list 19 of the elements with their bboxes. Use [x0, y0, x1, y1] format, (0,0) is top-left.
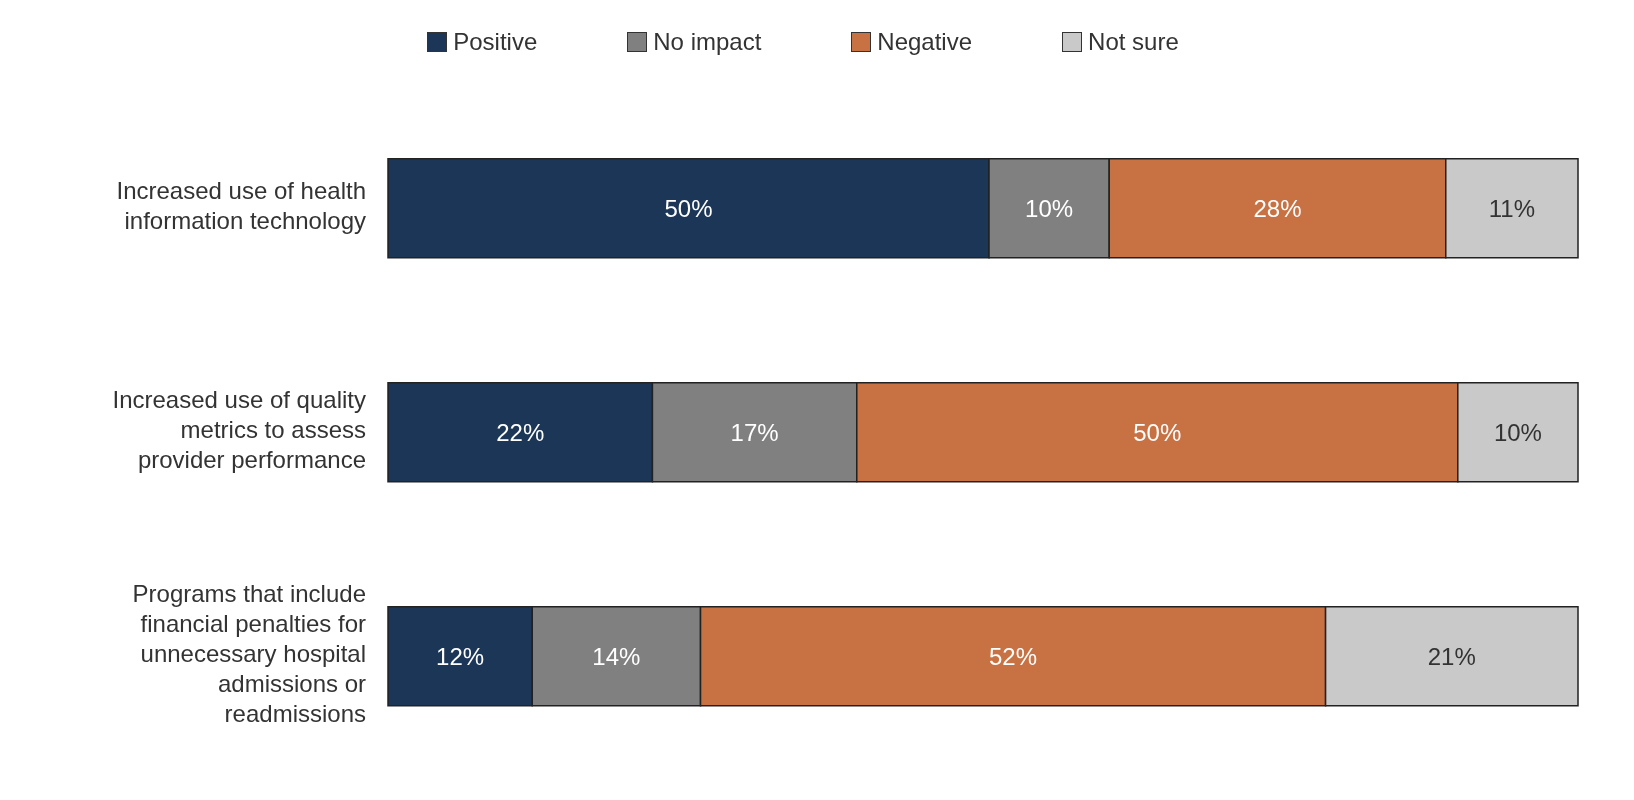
data-label: 10%: [1493, 418, 1542, 446]
data-label: 10%: [1025, 194, 1074, 222]
legend-label: Positive: [452, 28, 538, 56]
data-label: 11%: [1488, 194, 1536, 222]
data-label: 14%: [592, 642, 641, 670]
data-label: 12%: [436, 642, 485, 670]
legend-label: Not sure: [1087, 28, 1179, 56]
data-label: 50%: [1133, 418, 1182, 446]
data-label: 22%: [496, 418, 545, 446]
y-tick-label: Increased use of health information technology: [116, 177, 366, 235]
legend-label: No impact: [652, 28, 762, 56]
data-label: 21%: [1427, 642, 1476, 670]
data-label: 50%: [664, 194, 713, 222]
data-label: 17%: [730, 418, 779, 446]
data-label: 28%: [1253, 194, 1302, 222]
data-label: 52%: [989, 642, 1038, 670]
y-tick-label: Programs that include financial penalties for unnecessary hospital admissions or readmissions: [132, 580, 367, 728]
legend-label: Negative: [876, 28, 973, 56]
y-tick-label: Increased use of quality metrics to assess provider performance: [112, 386, 366, 474]
